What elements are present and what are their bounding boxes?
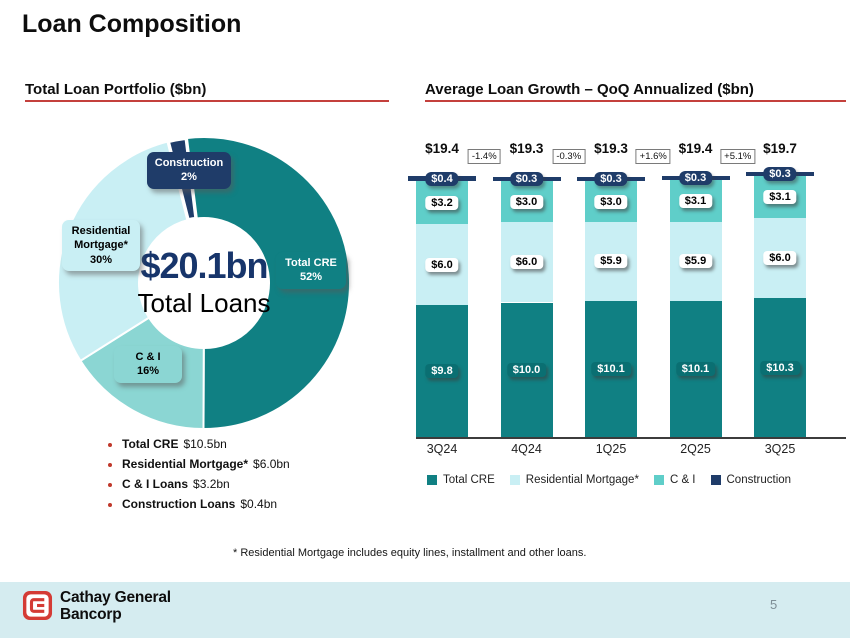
callout-ci-line: C & I	[135, 351, 161, 363]
bar-value-label-residential-mortgage-1q25: $5.9	[594, 254, 628, 269]
bar-value-label-c-i-3q25: $3.1	[763, 189, 797, 204]
donut-center: $20.1bn Total Loans	[94, 245, 314, 319]
x-tick-label-1q25: 1Q25	[595, 442, 627, 456]
bullet-value: $0.4bn	[240, 497, 278, 511]
bar-value-label-residential-mortgage-4q24: $6.0	[509, 255, 544, 270]
callout-residential-line: 30%	[89, 253, 113, 266]
company-name-line2: Bancorp	[60, 606, 122, 624]
callout-cre-line: 52%	[299, 271, 323, 284]
company-name-line1: Cathay General	[60, 589, 171, 606]
qoq-growth-badge-3: +1.6%	[635, 149, 671, 165]
qoq-growth-badge-1: -1.4%	[467, 149, 501, 165]
bar-value-label-total-cre-3q24: $9.8	[425, 364, 459, 379]
bullet-dot-icon	[108, 443, 112, 447]
bar-total-label-1q25: $19.3	[594, 141, 628, 156]
footnote: * Residential Mortgage includes equity l…	[233, 547, 587, 559]
legend-label-total-cre: Total CRE	[443, 474, 495, 486]
bar-total-label-3q25: $19.7	[763, 141, 797, 156]
cathay-logo-icon	[22, 590, 53, 621]
callout-residential-line: Residential	[71, 225, 131, 237]
bar-value-label-residential-mortgage-3q25: $6.0	[763, 251, 797, 266]
bar-total-label-2q25: $19.4	[678, 141, 713, 156]
qoq-growth-badge-4: +5.1%	[720, 149, 756, 165]
callout-cre: Total CRE 52%	[276, 252, 346, 289]
donut-slice-total-cre	[185, 136, 351, 430]
bullet-item-c-i-loans: C & I Loans $3.2bn	[108, 477, 290, 491]
bar-value-label-residential-mortgage-2q25: $5.9	[678, 254, 713, 269]
bar-value-label-residential-mortgage-3q24: $6.0	[425, 257, 459, 272]
callout-ci: C & I 16%	[114, 346, 182, 383]
callout-residential: Residential Mortgage* 30%	[62, 220, 140, 271]
bullet-label: C & I Loans	[122, 477, 189, 491]
company-name: Cathay General Bancorp	[60, 589, 171, 624]
bullet-label: Residential Mortgage*	[122, 457, 249, 471]
bar-value-label-construction-3q24: $0.4	[425, 171, 459, 186]
footer: Cathay General Bancorp 5	[0, 582, 850, 638]
x-axis-line	[416, 437, 846, 439]
callout-construction-line: 2%	[181, 171, 197, 184]
left-header-underline	[25, 100, 389, 102]
bullet-item-construction-loans: Construction Loans $0.4bn	[108, 497, 290, 511]
legend-item-residential-mortgage: Residential Mortgage*	[509, 474, 639, 486]
legend-label-c-i: C & I	[669, 474, 696, 486]
bullet-item-residential-mortgage: Residential Mortgage* $6.0bn	[108, 457, 290, 471]
total-loans-value: $20.1bn	[140, 245, 268, 286]
callout-construction-line: Construction	[154, 157, 224, 169]
bullet-dot-icon	[108, 463, 112, 467]
chart-legend: Total CRE Residential Mortgage* C & I Const…	[427, 474, 847, 486]
bar-value-label-c-i-4q24: $3.0	[509, 194, 544, 209]
bar-value-label-total-cre-4q24: $10.0	[506, 362, 547, 377]
page-number: 5	[770, 597, 778, 612]
bullet-value: $6.0bn	[253, 457, 290, 471]
bar-value-label-construction-4q24: $0.3	[509, 172, 544, 187]
bullet-item-total-cre: Total CRE $10.5bn	[108, 437, 290, 451]
page-title: Loan Composition	[22, 10, 242, 38]
x-tick-label-4q24: 4Q24	[511, 442, 542, 456]
bullet-value: $3.2bn	[193, 477, 230, 491]
legend-item-total-cre: Total CRE	[427, 474, 495, 486]
bar-value-label-c-i-1q25: $3.0	[594, 194, 628, 209]
legend-item-construction: Construction	[710, 474, 792, 486]
bullet-dot-icon	[108, 503, 112, 507]
bar-value-label-total-cre-3q25: $10.3	[760, 360, 800, 375]
right-header-underline	[425, 100, 846, 102]
bar-value-label-total-cre-2q25: $10.1	[675, 362, 716, 377]
loan-bullets: Total CRE $10.5bn Residential Mortgage* $6.…	[108, 437, 290, 517]
x-tick-label-2q25: 2Q25	[680, 442, 711, 456]
bar-value-label-construction-2q25: $0.3	[678, 170, 713, 185]
total-loans-label: Total Loans	[137, 288, 271, 318]
bullet-label: Construction Loans	[122, 497, 236, 511]
callout-construction: Construction 2%	[147, 152, 231, 189]
legend-swatch-total-cre	[427, 475, 437, 485]
left-chart-title: Total Loan Portfolio ($bn)	[25, 81, 207, 98]
callout-ci-line: 16%	[136, 365, 160, 378]
bar-value-label-c-i-2q25: $3.1	[678, 193, 713, 208]
bar-value-label-total-cre-1q25: $10.1	[591, 362, 631, 377]
bullet-value: $10.5bn	[183, 437, 227, 451]
legend-swatch-residential-mortgage	[509, 475, 520, 485]
legend-label-construction: Construction	[726, 474, 792, 486]
bar-value-label-c-i-3q24: $3.2	[425, 195, 459, 210]
legend-swatch-c-i	[653, 475, 664, 485]
x-tick-label-3q24: 3Q24	[426, 442, 458, 456]
qoq-growth-badge-2: -0.3%	[552, 149, 586, 165]
legend-label-residential-mortgage: Residential Mortgage*	[525, 474, 639, 486]
callout-cre-line: Total CRE	[285, 257, 337, 269]
bullet-label: Total CRE	[122, 437, 179, 451]
legend-item-c-i: C & I	[653, 474, 696, 486]
x-tick-label-3q25: 3Q25	[764, 442, 796, 456]
right-chart-title: Average Loan Growth – QoQ Annualized ($b…	[425, 81, 754, 98]
bullet-dot-icon	[108, 483, 112, 487]
callout-residential-line: Mortgage*	[74, 239, 128, 252]
bar-value-label-construction-1q25: $0.3	[594, 172, 628, 187]
bar-total-label-4q24: $19.3	[509, 141, 544, 156]
bar-total-label-3q24: $19.4	[425, 141, 459, 156]
legend-swatch-construction	[710, 475, 721, 485]
bar-value-label-construction-3q25: $0.3	[763, 166, 797, 181]
